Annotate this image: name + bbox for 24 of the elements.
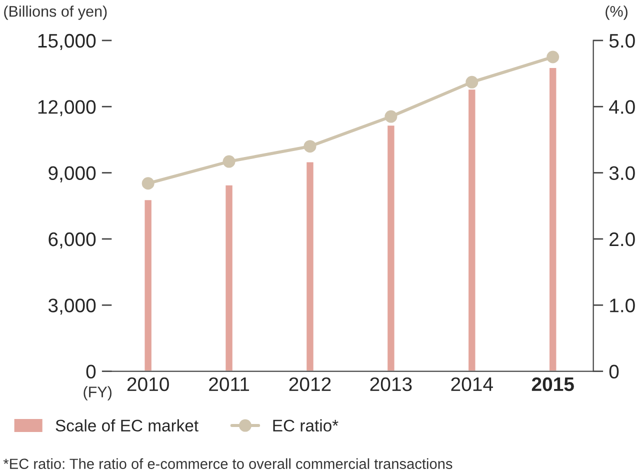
x-tick-label: 2014: [451, 377, 493, 392]
y-tick-label: 6,000: [48, 232, 96, 248]
legend-label: Scale of EC market: [56, 419, 198, 432]
y-tick-label: 15,000: [38, 34, 96, 50]
y2-tick-label: 2.0: [610, 232, 635, 246]
y2-axis-title: (%): [606, 6, 628, 20]
y-tick-label: 9,000: [48, 166, 96, 182]
x-tick-label: 2015: [532, 377, 574, 392]
x-tick-label: 2011: [209, 377, 249, 392]
y2-tick-label: 5.0: [609, 34, 635, 48]
y-axis-title: (Billions of yen): [4, 6, 107, 20]
x-tick-label: 2012: [289, 377, 331, 392]
legend-label: EC ratio*: [273, 419, 338, 432]
y-tick-label: 12,000: [38, 100, 96, 116]
text: *EC ratio: The ratio of e-commerce to overall commercial transactions: [3, 458, 452, 470]
x-axis-title: (FY): [84, 386, 112, 400]
y2-tick-label: 3.0: [609, 166, 635, 180]
y2-tick-label: 4.0: [609, 100, 635, 114]
y-tick-label: 3,000: [48, 298, 96, 315]
y2-tick-label: 0: [609, 364, 619, 379]
y-tick-label: 0: [86, 364, 96, 379]
y2-tick-label: 1.0: [610, 298, 635, 312]
x-tick-label: 2013: [370, 377, 412, 392]
x-tick-label: 2010: [127, 377, 169, 392]
